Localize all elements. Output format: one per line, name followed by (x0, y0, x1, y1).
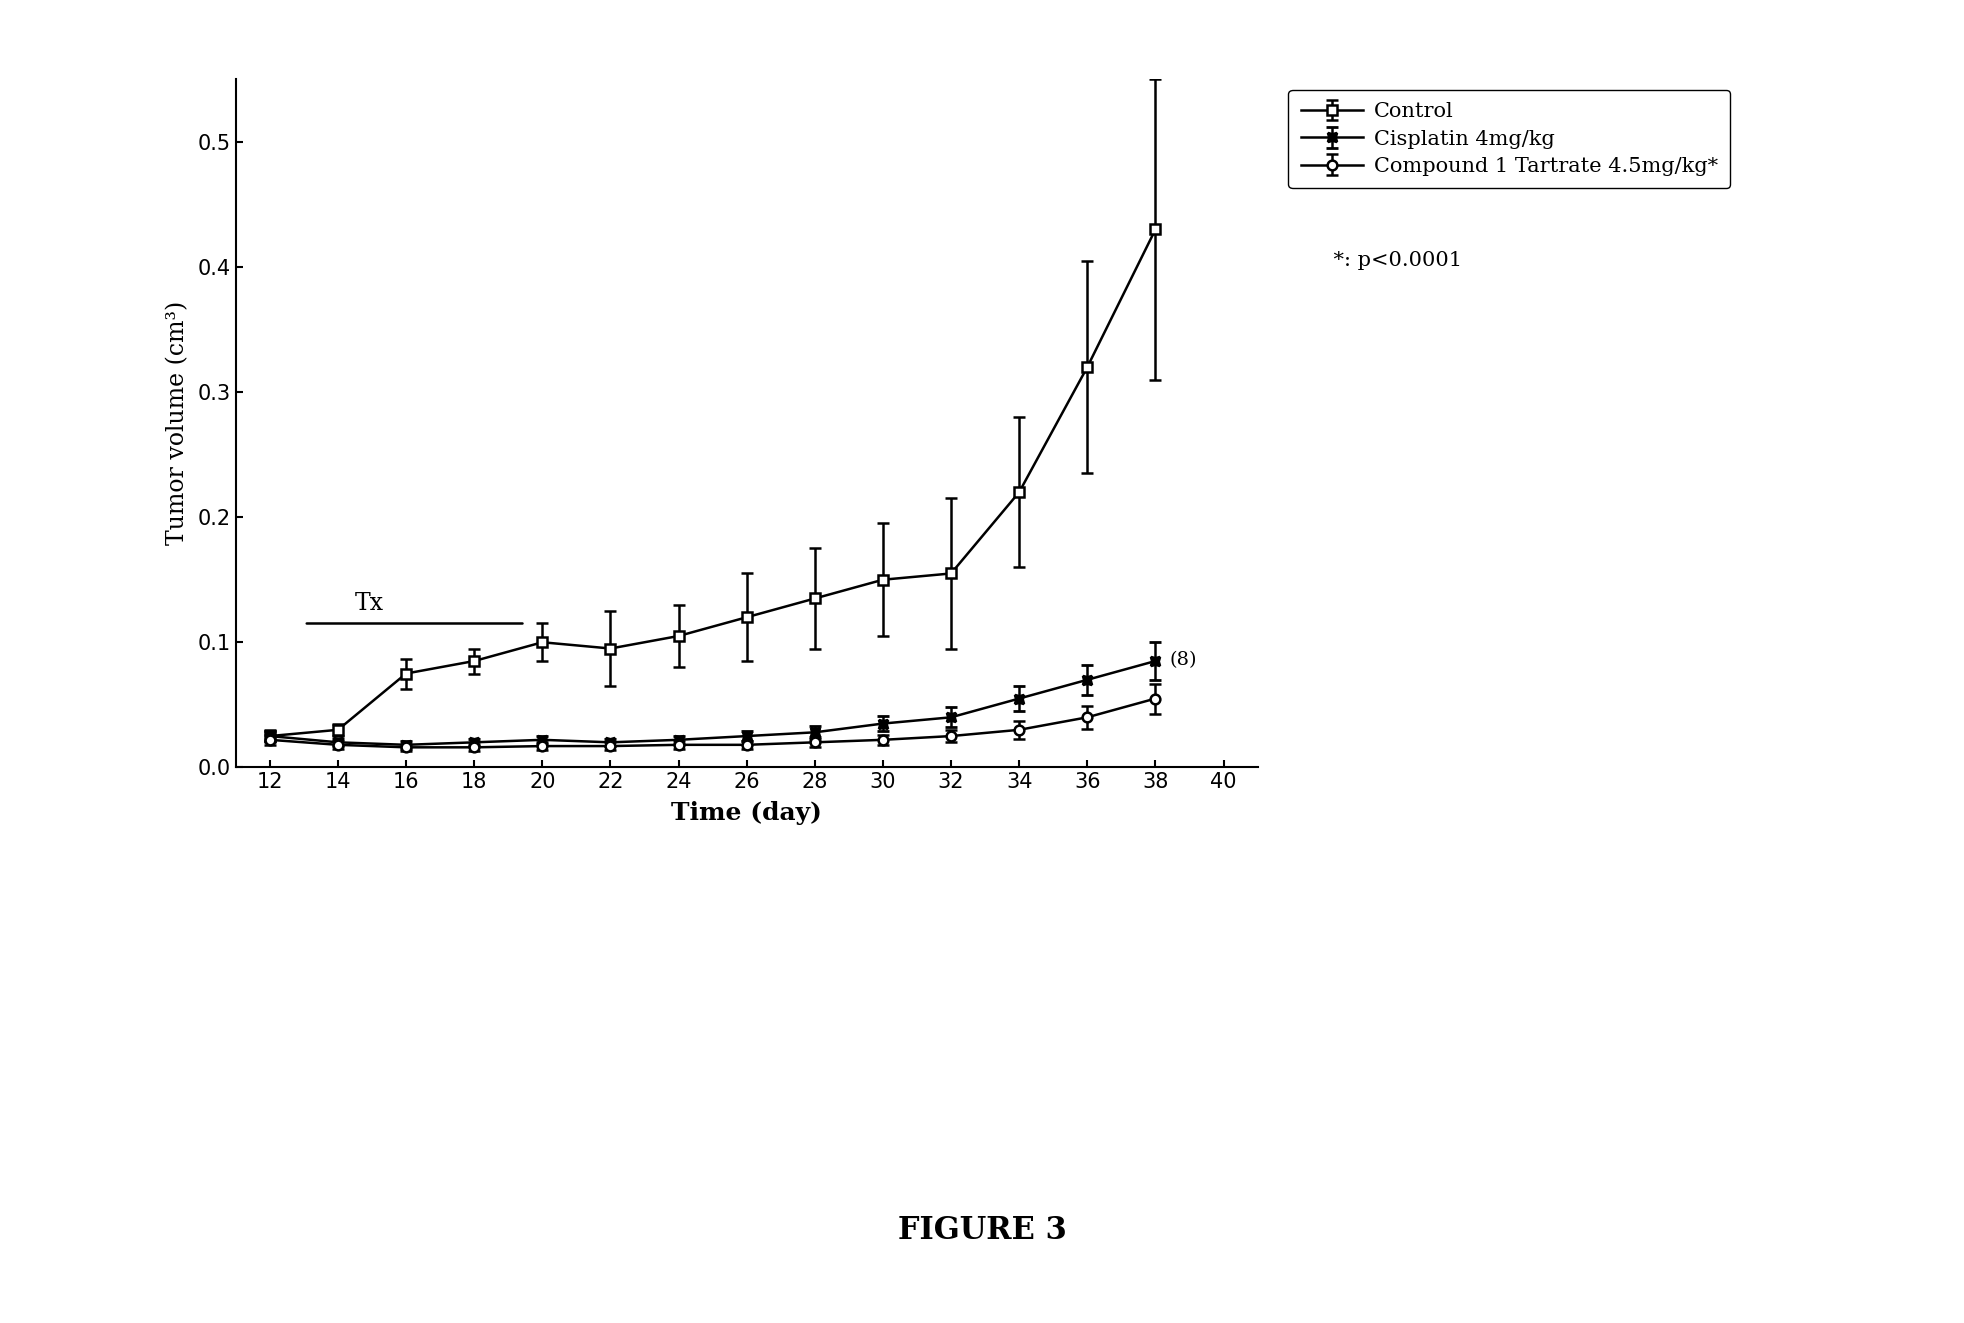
Legend: Control, Cisplatin 4mg/kg, Compound 1 Tartrate 4.5mg/kg*: Control, Cisplatin 4mg/kg, Compound 1 Ta… (1288, 90, 1730, 188)
Text: (8): (8) (1169, 651, 1196, 668)
Text: Tx: Tx (355, 591, 383, 615)
Text: FIGURE 3: FIGURE 3 (898, 1215, 1066, 1246)
Y-axis label: Tumor volume (cm³): Tumor volume (cm³) (167, 302, 189, 545)
Text: *: p<0.0001: *: p<0.0001 (1306, 251, 1461, 270)
X-axis label: Time (day): Time (day) (672, 800, 821, 824)
